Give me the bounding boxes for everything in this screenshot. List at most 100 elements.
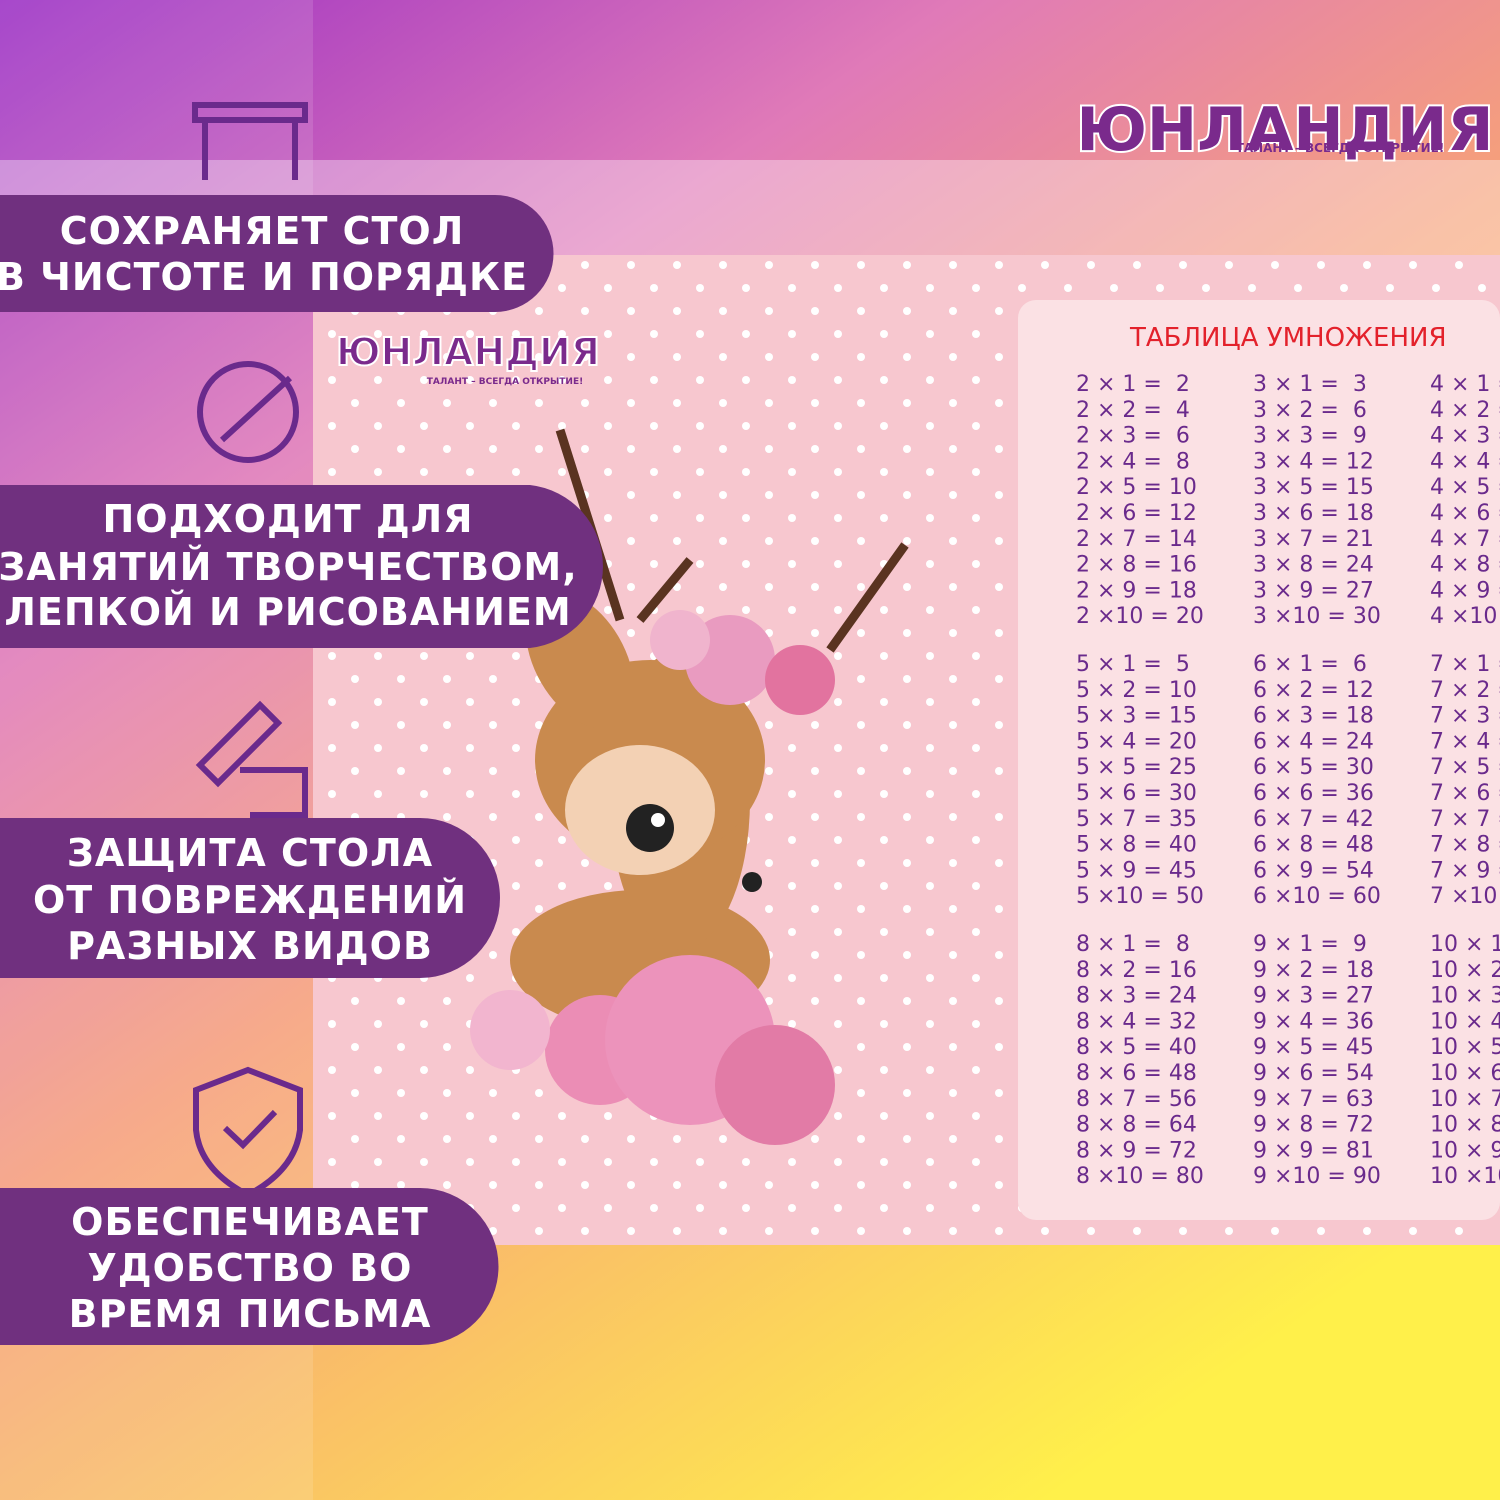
table-entry: 3 × 3 = 9	[1253, 424, 1367, 449]
table-entry: 9 × 5 = 45	[1253, 1035, 1374, 1060]
table-entry: 3 ×10 = 30	[1253, 604, 1381, 629]
feature-pill: ЗАЩИТА СТОЛА ОТ ПОВРЕЖДЕНИЙ РАЗНЫХ ВИДОВ	[0, 818, 500, 978]
table-entry: 8 × 6 = 48	[1076, 1061, 1197, 1086]
feature-pill: ОБЕСПЕЧИВАЕТ УДОБСТВО ВО ВРЕМЯ ПИСЬМА	[0, 1188, 499, 1345]
table-entry: 7 × 2 =	[1430, 678, 1500, 703]
table-entry: 7 × 3 =	[1430, 704, 1500, 729]
table-panel	[1018, 300, 1500, 1220]
mat-logo-tagline: ТАЛАНТ – ВСЕГДА ОТКРЫТИЕ!	[427, 377, 583, 387]
table-entry: 3 × 6 = 18	[1253, 501, 1374, 526]
table-entry: 9 × 1 = 9	[1253, 932, 1367, 957]
mat-logo: ЮНЛАНДИЯ	[336, 330, 600, 374]
table-entry: 8 × 4 = 32	[1076, 1009, 1197, 1034]
feature-text: ОБЕСПЕЧИВАЕТ	[71, 1200, 429, 1244]
feature-text: ВРЕМЯ ПИСЬМА	[69, 1292, 432, 1336]
feature-text: ПОДХОДИТ ДЛЯ	[102, 497, 473, 541]
table-entry: 5 × 8 = 40	[1076, 833, 1197, 858]
table-entry: 9 × 4 = 36	[1253, 1009, 1374, 1034]
table-entry: 3 × 5 = 15	[1253, 475, 1374, 500]
table-entry: 9 × 2 = 18	[1253, 958, 1374, 983]
table-entry: 9 × 7 = 63	[1253, 1087, 1374, 1112]
table-entry: 7 × 7 =	[1430, 807, 1500, 832]
table-entry: 3 × 8 = 24	[1253, 553, 1374, 578]
table-entry: 8 ×10 = 80	[1076, 1164, 1204, 1189]
table-entry: 8 × 3 = 24	[1076, 984, 1197, 1009]
table-entry: 4 × 1 =	[1430, 372, 1500, 397]
table-entry: 3 × 7 = 21	[1253, 527, 1374, 552]
table-entry: 9 × 9 = 81	[1253, 1138, 1374, 1163]
table-entry: 8 × 8 = 64	[1076, 1113, 1197, 1138]
table-entry: 6 × 2 = 12	[1253, 678, 1374, 703]
table-entry: 4 × 8 =	[1430, 553, 1500, 578]
table-entry: 6 × 6 = 36	[1253, 781, 1374, 806]
feature-text: СОХРАНЯЕТ СТОЛ	[60, 209, 465, 253]
brand-logo: ЮНЛАНДИЯ	[1077, 95, 1494, 165]
table-entry: 6 × 3 = 18	[1253, 704, 1374, 729]
table-entry: 6 × 7 = 42	[1253, 807, 1374, 832]
icons	[192, 102, 308, 1199]
table-entry: 4 × 2 =	[1430, 398, 1500, 423]
table-entry: 8 × 7 = 56	[1076, 1087, 1197, 1112]
table-entry: 9 × 8 = 72	[1253, 1113, 1374, 1138]
table-entry: 7 × 8 =	[1430, 833, 1500, 858]
table-entry: 4 × 6 =	[1430, 501, 1500, 526]
feature-text: ЗАНЯТИЙ ТВОРЧЕСТВОМ,	[0, 545, 578, 589]
feature-text: ЛЕПКОЙ И РИСОВАНИЕМ	[4, 590, 571, 634]
table-entry: 3 × 2 = 6	[1253, 398, 1367, 423]
table-entry: 10 × 4 =	[1430, 1009, 1500, 1034]
table-entry: 8 × 2 = 16	[1076, 958, 1197, 983]
table-entry: 5 ×10 = 50	[1076, 884, 1204, 909]
table-entry: 10 × 7 =	[1430, 1087, 1500, 1112]
table-entry: 6 × 4 = 24	[1253, 729, 1374, 754]
table-entry: 2 × 6 = 12	[1076, 501, 1197, 526]
table-entry: 6 × 5 = 30	[1253, 755, 1374, 780]
table-entry: 4 × 9 =	[1430, 578, 1500, 603]
feature-pill: ПОДХОДИТ ДЛЯ ЗАНЯТИЙ ТВОРЧЕСТВОМ, ЛЕПКОЙ…	[0, 485, 603, 648]
table-entry: 10 ×10 =	[1430, 1164, 1500, 1189]
table-entry: 2 × 5 = 10	[1076, 475, 1197, 500]
table-entry: 10 × 2 =	[1430, 958, 1500, 983]
table-entry: 8 × 1 = 8	[1076, 932, 1190, 957]
table-entry: 6 ×10 = 60	[1253, 884, 1381, 909]
table-entry: 6 × 8 = 48	[1253, 833, 1374, 858]
table-entry: 9 × 6 = 54	[1253, 1061, 1374, 1086]
table-entry: 6 × 9 = 54	[1253, 858, 1374, 883]
table-entry: 7 × 6 =	[1430, 781, 1500, 806]
table-entry: 5 × 6 = 30	[1076, 781, 1197, 806]
table-entry: 4 × 3 =	[1430, 424, 1500, 449]
table-entry: 5 × 3 = 15	[1076, 704, 1197, 729]
table-entry: 2 × 7 = 14	[1076, 527, 1197, 552]
table-entry: 9 ×10 = 90	[1253, 1164, 1381, 1189]
table-entry: 7 × 5 =	[1430, 755, 1500, 780]
table-entry: 4 × 4 =	[1430, 449, 1500, 474]
table-entry: 2 × 4 = 8	[1076, 449, 1190, 474]
table-entry: 2 × 1 = 2	[1076, 372, 1190, 397]
table-entry: 7 ×10 =	[1430, 884, 1500, 909]
table-entry: 10 × 8 =	[1430, 1113, 1500, 1138]
table-entry: 5 × 5 = 25	[1076, 755, 1197, 780]
table-entry: 5 × 2 = 10	[1076, 678, 1197, 703]
table-entry: 5 × 9 = 45	[1076, 858, 1197, 883]
table-entry: 4 × 7 =	[1430, 527, 1500, 552]
multiplication-table: 2 × 1 = 22 × 2 = 42 × 3 = 62 × 4 = 82 × …	[1076, 372, 1500, 1189]
table-entry: 5 × 4 = 20	[1076, 729, 1197, 754]
table-entry: 8 × 9 = 72	[1076, 1138, 1197, 1163]
feature-text: ЗАЩИТА СТОЛА	[67, 831, 433, 875]
table-entry: 8 × 5 = 40	[1076, 1035, 1197, 1060]
table-title: ТАБЛИЦА УМНОЖЕНИЯ	[1129, 323, 1447, 353]
table-entry: 2 × 3 = 6	[1076, 424, 1190, 449]
table-entry: 6 × 1 = 6	[1253, 652, 1367, 677]
table-entry: 7 × 1 =	[1430, 652, 1500, 677]
feature-text: УДОБСТВО ВО	[88, 1246, 413, 1290]
table-entry: 7 × 4 =	[1430, 729, 1500, 754]
table-entry: 7 × 9 =	[1430, 858, 1500, 883]
table-entry: 5 × 7 = 35	[1076, 807, 1197, 832]
table-entry: 3 × 9 = 27	[1253, 578, 1374, 603]
table-entry: 2 × 2 = 4	[1076, 398, 1190, 423]
feature-text: РАЗНЫХ ВИДОВ	[67, 924, 433, 968]
feature-text: ОТ ПОВРЕЖДЕНИЙ	[33, 878, 467, 922]
table-entry: 4 × 5 =	[1430, 475, 1500, 500]
table-entry: 3 × 1 = 3	[1253, 372, 1367, 397]
